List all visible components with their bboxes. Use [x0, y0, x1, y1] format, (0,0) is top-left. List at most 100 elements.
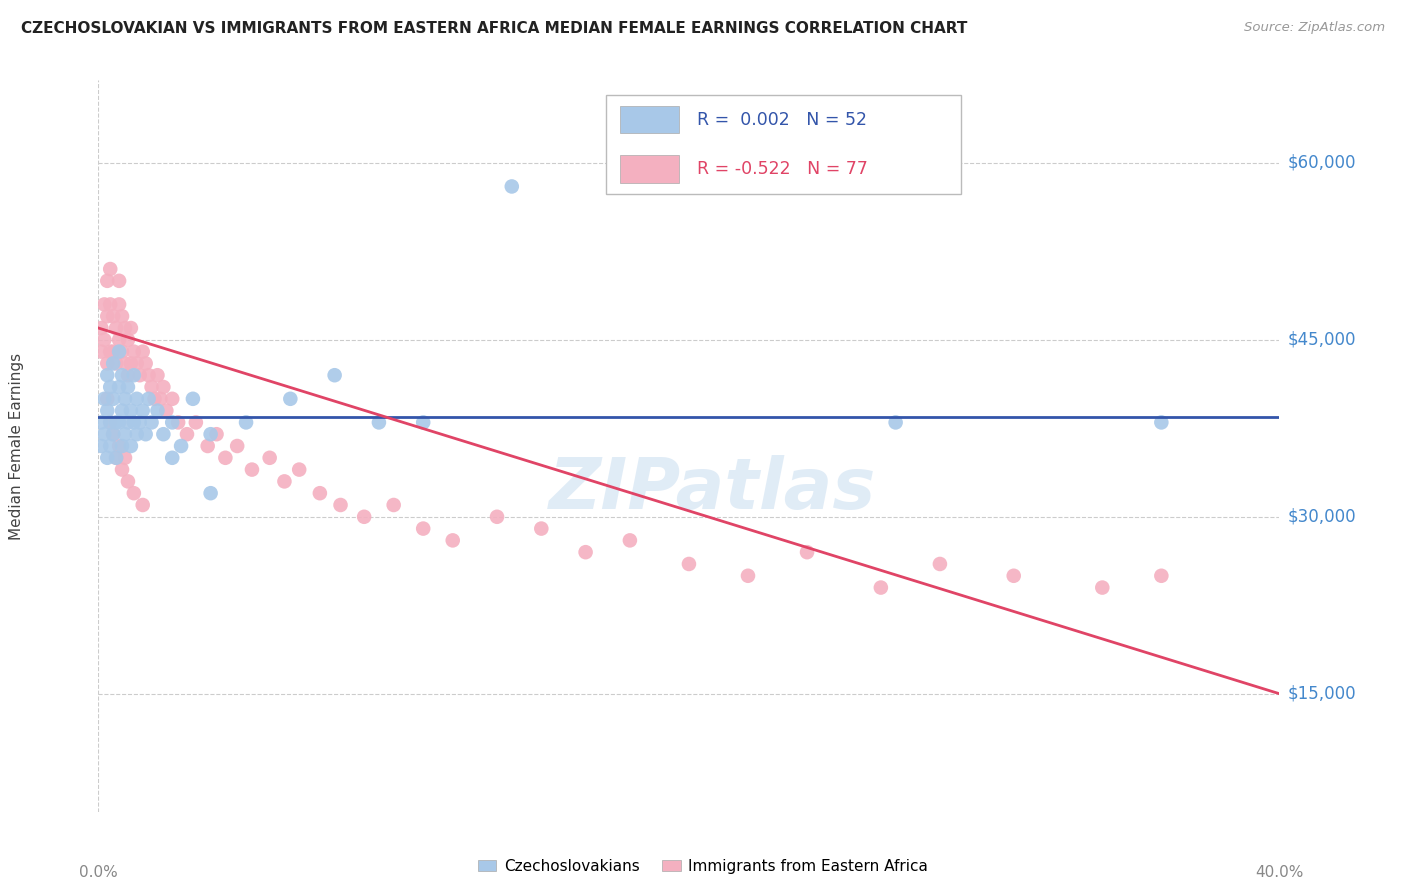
Point — [90, 321, 112, 335]
Point — [125, 356, 148, 370]
Point — [1002, 568, 1025, 582]
Point — [90, 344, 112, 359]
Point — [128, 368, 150, 383]
Point — [108, 416, 131, 430]
Point — [111, 344, 134, 359]
Point — [146, 403, 169, 417]
Point — [108, 344, 131, 359]
Text: $60,000: $60,000 — [1288, 153, 1357, 172]
Point — [93, 297, 115, 311]
Point — [323, 368, 346, 383]
Point — [96, 356, 118, 370]
Point — [120, 356, 142, 370]
Point — [98, 416, 121, 430]
Point — [128, 416, 150, 430]
FancyBboxPatch shape — [606, 95, 960, 194]
Point — [114, 450, 136, 465]
Point — [530, 522, 553, 536]
Point — [120, 403, 142, 417]
Point — [441, 533, 464, 548]
Point — [619, 533, 641, 548]
Point — [103, 310, 125, 324]
Point — [353, 509, 375, 524]
Point — [98, 262, 121, 277]
Point — [93, 392, 115, 406]
Point — [197, 439, 219, 453]
Point — [114, 427, 136, 442]
Point — [117, 333, 139, 347]
Point — [120, 439, 142, 453]
Point — [146, 368, 169, 383]
Point — [117, 380, 139, 394]
Point — [105, 450, 128, 465]
Point — [96, 274, 118, 288]
Point — [90, 416, 112, 430]
Point — [928, 557, 950, 571]
Point — [155, 403, 177, 417]
Text: Source: ZipAtlas.com: Source: ZipAtlas.com — [1244, 21, 1385, 34]
Point — [122, 486, 145, 500]
Point — [98, 439, 121, 453]
Point — [240, 462, 263, 476]
Point — [108, 380, 131, 394]
Point — [103, 427, 125, 442]
Point — [162, 416, 183, 430]
Point — [103, 392, 125, 406]
Point — [120, 321, 142, 335]
Point — [226, 439, 249, 453]
Point — [141, 380, 163, 394]
Point — [98, 344, 121, 359]
Point — [105, 356, 128, 370]
Point — [200, 427, 222, 442]
Point — [170, 439, 193, 453]
Point — [132, 498, 155, 512]
Point — [412, 522, 434, 536]
Point — [114, 356, 136, 370]
Point — [1150, 568, 1173, 582]
Point — [574, 545, 596, 559]
Point — [167, 416, 190, 430]
Point — [149, 392, 172, 406]
Point — [108, 333, 131, 347]
Point — [368, 416, 391, 430]
Point — [96, 368, 118, 383]
Point — [501, 179, 523, 194]
Point — [114, 392, 136, 406]
Text: R = -0.522   N = 77: R = -0.522 N = 77 — [697, 160, 868, 178]
Point — [103, 427, 125, 442]
Point — [184, 416, 207, 430]
Point — [329, 498, 352, 512]
Point — [288, 462, 311, 476]
Point — [205, 427, 228, 442]
Point — [117, 416, 139, 430]
Point — [105, 321, 128, 335]
Point — [105, 416, 128, 430]
Point — [96, 450, 118, 465]
Point — [1091, 581, 1114, 595]
Text: 40.0%: 40.0% — [1256, 865, 1303, 880]
Point — [884, 416, 907, 430]
Point — [111, 403, 134, 417]
Point — [117, 475, 139, 489]
Point — [108, 274, 131, 288]
Point — [678, 557, 700, 571]
Point — [278, 392, 302, 406]
FancyBboxPatch shape — [620, 155, 679, 183]
Point — [309, 486, 332, 500]
Point — [122, 416, 145, 430]
Point — [162, 392, 183, 406]
Point — [259, 450, 281, 465]
Point — [181, 392, 204, 406]
Point — [486, 509, 509, 524]
Point — [135, 356, 157, 370]
Point — [96, 403, 118, 417]
Point — [90, 439, 112, 453]
Point — [235, 416, 257, 430]
Point — [125, 392, 148, 406]
Text: 0.0%: 0.0% — [79, 865, 118, 880]
Point — [98, 380, 121, 394]
Point — [111, 310, 134, 324]
Point — [125, 427, 148, 442]
Point — [737, 568, 759, 582]
Point — [138, 392, 160, 406]
